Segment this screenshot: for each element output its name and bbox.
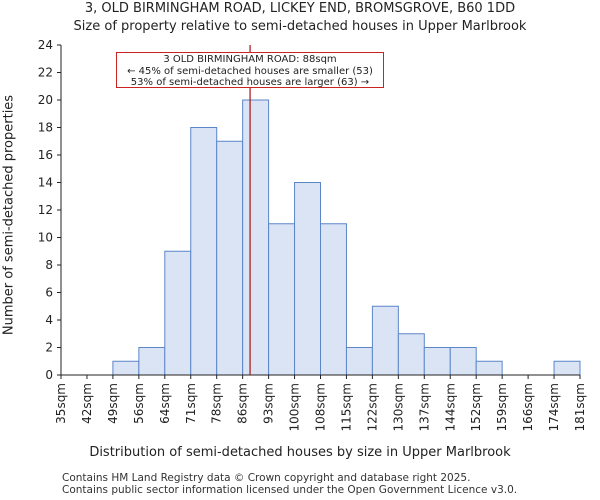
x-tick-label: 152sqm bbox=[469, 383, 483, 431]
x-tick-label: 137sqm bbox=[417, 383, 431, 431]
y-tick-label: 0 bbox=[45, 368, 53, 382]
bar bbox=[345, 347, 373, 376]
x-tick-label: 56sqm bbox=[132, 383, 146, 424]
x-tick-label: 181sqm bbox=[573, 383, 587, 431]
y-tick-label: 12 bbox=[38, 203, 53, 217]
y-tick-label: 8 bbox=[45, 258, 53, 272]
bar bbox=[164, 250, 192, 376]
y-tick-label: 24 bbox=[38, 38, 53, 52]
x-tick-label: 86sqm bbox=[236, 383, 250, 424]
y-tick-label: 16 bbox=[38, 148, 53, 162]
x-tick-label: 64sqm bbox=[158, 383, 172, 424]
x-tick-label: 144sqm bbox=[443, 383, 457, 431]
bar bbox=[216, 140, 244, 376]
footer-line-2: Contains public sector information licen… bbox=[62, 484, 518, 496]
x-tick-label: 71sqm bbox=[184, 383, 198, 424]
chart-title: 3, OLD BIRMINGHAM ROAD, LICKEY END, BROM… bbox=[84, 1, 516, 16]
bar bbox=[475, 360, 503, 376]
x-tick-label: 35sqm bbox=[54, 383, 68, 424]
x-tick-label: 108sqm bbox=[314, 383, 328, 431]
chart-subtitle: Size of property relative to semi-detach… bbox=[73, 19, 527, 34]
y-tick-label: 6 bbox=[45, 286, 53, 300]
annotation-line-2: ← 45% of semi-detached houses are smalle… bbox=[127, 65, 373, 77]
bar bbox=[138, 347, 166, 376]
y-tick-label: 10 bbox=[38, 231, 53, 245]
x-tick-label: 100sqm bbox=[288, 383, 302, 431]
x-tick-label: 130sqm bbox=[391, 383, 405, 431]
y-tick-label: 20 bbox=[38, 93, 53, 107]
y-axis-label: Number of semi-detached properties bbox=[1, 94, 17, 336]
bar bbox=[268, 223, 296, 376]
x-tick-label: 159sqm bbox=[495, 383, 509, 431]
x-tick-label: 115sqm bbox=[339, 383, 353, 431]
bar bbox=[449, 347, 477, 376]
property-annotation: 3 OLD BIRMINGHAM ROAD: 88sqm ← 45% of se… bbox=[116, 52, 384, 88]
bar bbox=[190, 127, 218, 376]
y-tick-label: 2 bbox=[45, 341, 53, 355]
y-tick-label: 22 bbox=[38, 66, 53, 80]
bar bbox=[423, 347, 451, 376]
annotation-line-1: 3 OLD BIRMINGHAM ROAD: 88sqm bbox=[163, 54, 337, 65]
bar bbox=[371, 305, 399, 376]
bar bbox=[242, 99, 270, 376]
bar bbox=[397, 333, 425, 376]
bar bbox=[320, 223, 347, 376]
x-tick-label: 49sqm bbox=[106, 383, 120, 424]
bar bbox=[553, 360, 581, 376]
x-tick-label: 174sqm bbox=[547, 383, 561, 431]
x-tick-label: 42sqm bbox=[80, 383, 94, 424]
bar bbox=[112, 360, 140, 376]
y-tick-label: 4 bbox=[45, 313, 53, 327]
x-tick-label: 78sqm bbox=[210, 383, 224, 424]
x-tick-label: 166sqm bbox=[521, 383, 535, 431]
annotation-line-3: 53% of semi-detached houses are larger (… bbox=[130, 77, 370, 88]
x-tick-label: 122sqm bbox=[365, 383, 379, 431]
footer-line-1: Contains HM Land Registry data © Crown c… bbox=[62, 472, 471, 484]
x-axis-label: Distribution of semi-detached houses by … bbox=[89, 445, 511, 460]
x-tick-label: 93sqm bbox=[262, 383, 276, 424]
y-tick-label: 18 bbox=[38, 121, 53, 135]
y-tick-label: 14 bbox=[38, 176, 53, 190]
bar bbox=[294, 182, 321, 376]
